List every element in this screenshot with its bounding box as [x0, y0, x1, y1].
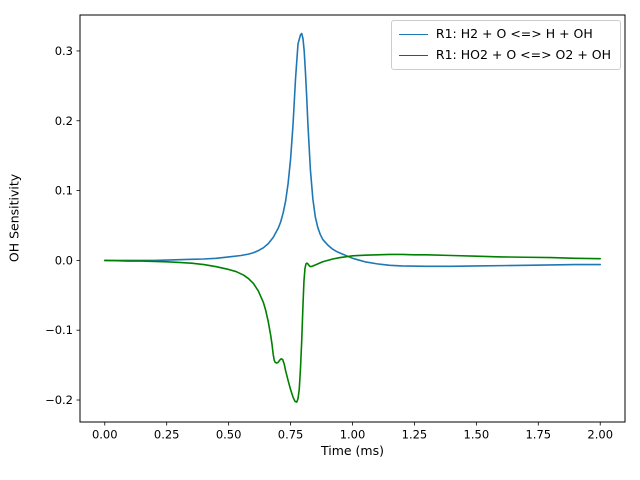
y-tick-label: −0.1	[45, 323, 73, 337]
x-tick-label: 0.50	[216, 428, 242, 442]
x-tick-label: 1.50	[464, 428, 490, 442]
y-tick-label: 0.1	[55, 184, 73, 198]
legend: R1: H2 + O <=> H + OH R1: HO2 + O <=> O2…	[390, 20, 621, 70]
x-tick-label: 0.00	[92, 428, 118, 442]
x-tick-label: 0.25	[154, 428, 180, 442]
plot-border	[79, 14, 626, 423]
y-axis-label: OH Sensitivity	[6, 173, 22, 263]
x-tick-label: 1.75	[525, 428, 551, 442]
legend-line-sample-blue	[398, 33, 428, 35]
legend-entry-ho2: R1: HO2 + O <=> O2 + OH	[398, 47, 611, 63]
x-tick-label: 1.00	[340, 428, 366, 442]
x-tick-label: 0.75	[278, 428, 304, 442]
legend-label: R1: H2 + O <=> H + OH	[435, 26, 593, 41]
x-axis-label: Time (ms)	[320, 443, 384, 458]
y-tick-label: −0.2	[45, 393, 73, 407]
y-tick-label: 0.3	[55, 44, 73, 58]
y-tick-label: 0.2	[55, 114, 73, 128]
legend-entry-h2: R1: H2 + O <=> H + OH	[398, 26, 611, 42]
series-line-0	[103, 32, 602, 268]
x-tick-label: 2.00	[587, 428, 613, 442]
series-line-1	[103, 253, 602, 403]
legend-label: R1: HO2 + O <=> O2 + OH	[435, 47, 611, 62]
y-tick-label: 0.0	[55, 253, 73, 267]
x-tick-label: 1.25	[402, 428, 428, 442]
legend-line-sample-green	[398, 54, 428, 56]
